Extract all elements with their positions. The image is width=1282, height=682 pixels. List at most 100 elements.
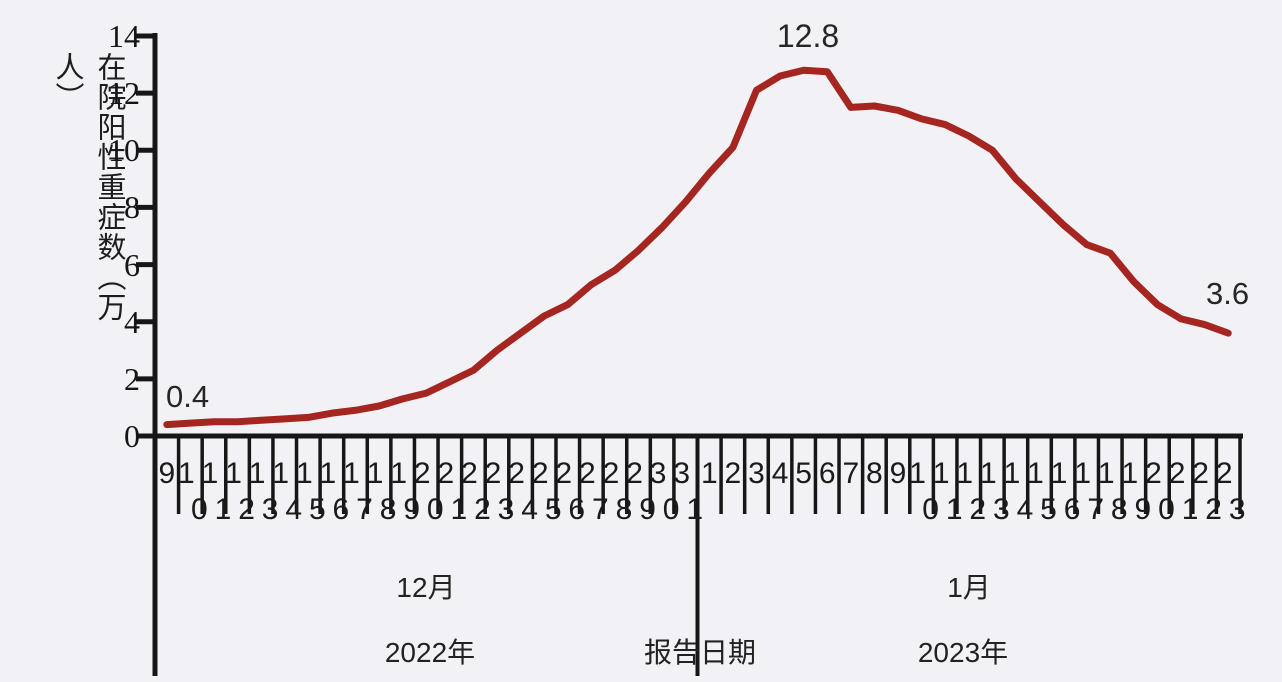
x-tick-digit: 7 [1087,493,1104,526]
x-tick-digit: 8 [616,493,633,526]
x-tick-digit: 1 [1122,457,1139,490]
x-tick-digit: 1 [450,493,467,526]
x-tick-digit: 7 [592,493,609,526]
x-tick-digit: 0 [922,493,939,526]
x-tick-digit: 3 [262,493,279,526]
x-tick-digit: 2 [508,457,525,490]
x-tick-digit: 2 [626,457,643,490]
month-label-december: 12月 [396,572,456,603]
x-tick-digit: 6 [819,457,836,490]
x-tick-digit: 2 [461,457,478,490]
x-tick-digit: 8 [866,457,883,490]
x-tick-digit: 1 [1004,457,1021,490]
x-tick-digit: 3 [993,493,1010,526]
x-tick-digit: 6 [333,493,350,526]
x-tick-digit: 3 [673,457,690,490]
x-tick-digit: 0 [663,493,680,526]
x-tick-digit: 2 [725,457,742,490]
annotation-end-value: 3.6 [1206,276,1250,311]
annotation-peak-value: 12.8 [776,18,840,54]
x-tick-digit: 1 [686,493,703,526]
x-tick-digit: 1 [701,457,718,490]
x-tick-digit: 1 [367,457,384,490]
x-tick-digit: 9 [639,493,656,526]
x-tick-digit: 4 [772,457,789,490]
x-tick-digit: 2 [238,493,255,526]
y-tick-label: 4 [124,303,140,340]
x-tick-digit: 6 [568,493,585,526]
y-axis-title: 在院阳性重症数（万人） [51,52,125,322]
x-tick-digit: 0 [1158,493,1175,526]
x-tick-digit: 2 [1192,457,1209,490]
x-tick-digit: 3 [748,457,765,490]
x-tick-digit: 2 [485,457,502,490]
x-tick-digit: 2 [532,457,549,490]
x-tick-digit: 2 [1169,457,1186,490]
x-tick-digit: 4 [1017,493,1034,526]
x-tick-digit: 7 [842,457,859,490]
x-tick-digit: 1 [178,457,195,490]
x-tick-digit: 1 [390,457,407,490]
x-tick-digit: 9 [890,457,907,490]
x-tick-digit: 0 [427,493,444,526]
x-tick-digit: 1 [249,457,266,490]
x-tick-digit: 1 [215,493,232,526]
x-tick-digit: 9 [403,493,420,526]
x-tick-digit: 5 [1040,493,1057,526]
x-tick-digit: 1 [225,457,242,490]
x-tick-digit: 1 [343,457,360,490]
annotation-start-value: 0.4 [166,379,210,414]
x-tick-digit: 1 [1027,457,1044,490]
x-tick-digit: 1 [980,457,997,490]
x-tick-digit: 6 [1064,493,1081,526]
x-tick-digit: 1 [1051,457,1068,490]
y-tick-label: 14 [108,18,140,54]
x-tick-digit: 9 [158,457,175,490]
y-tick-label: 6 [124,246,140,283]
x-tick-digit: 7 [356,493,373,526]
month-label-january: 1月 [947,572,991,603]
x-tick-digit: 1 [933,457,950,490]
x-tick-digit: 2 [437,457,454,490]
x-tick-digit: 2 [414,457,431,490]
x-axis-title: 报告日期 [643,637,757,668]
x-tick-digit: 1 [956,457,973,490]
x-tick-digit: 5 [309,493,326,526]
x-tick-digit: 1 [202,457,219,490]
x-tick-digit: 0 [191,493,208,526]
x-tick-digit: 8 [1111,493,1128,526]
severe-cases-line [163,66,1232,429]
x-tick-digit: 1 [1182,493,1199,526]
x-tick-digit: 1 [909,457,926,490]
x-tick-digit: 8 [380,493,397,526]
x-tick-digit: 5 [795,457,812,490]
x-tick-digit: 1 [946,493,963,526]
x-tick-digit: 1 [1098,457,1115,490]
x-tick-digit: 3 [650,457,667,490]
x-tick-digit: 5 [545,493,562,526]
x-tick-digit: 2 [555,457,572,490]
x-tick-digit: 3 [1229,493,1246,526]
y-tick-label: 10 [108,132,140,169]
x-tick-digit: 1 [296,457,313,490]
x-tick-digit: 2 [603,457,620,490]
x-tick-digit: 1 [1074,457,1091,490]
x-tick-digit: 2 [1145,457,1162,490]
x-tick-digit: 2 [474,493,491,526]
x-tick-digit: 3 [498,493,515,526]
y-tick-label: 12 [108,75,140,112]
year-label-2022: 2022年 [384,637,476,668]
x-tick-digit: 4 [285,493,302,526]
y-tick-label: 2 [124,360,140,397]
x-tick-digit: 9 [1135,493,1152,526]
x-tick-digit: 1 [272,457,289,490]
x-tick-digit: 4 [521,493,538,526]
y-tick-label: 8 [124,189,140,226]
x-tick-digit: 1 [320,457,337,490]
x-tick-digit: 2 [1205,493,1222,526]
x-tick-digit: 2 [1216,457,1233,490]
year-label-2023: 2023年 [917,637,1009,668]
y-tick-label: 0 [124,418,140,454]
